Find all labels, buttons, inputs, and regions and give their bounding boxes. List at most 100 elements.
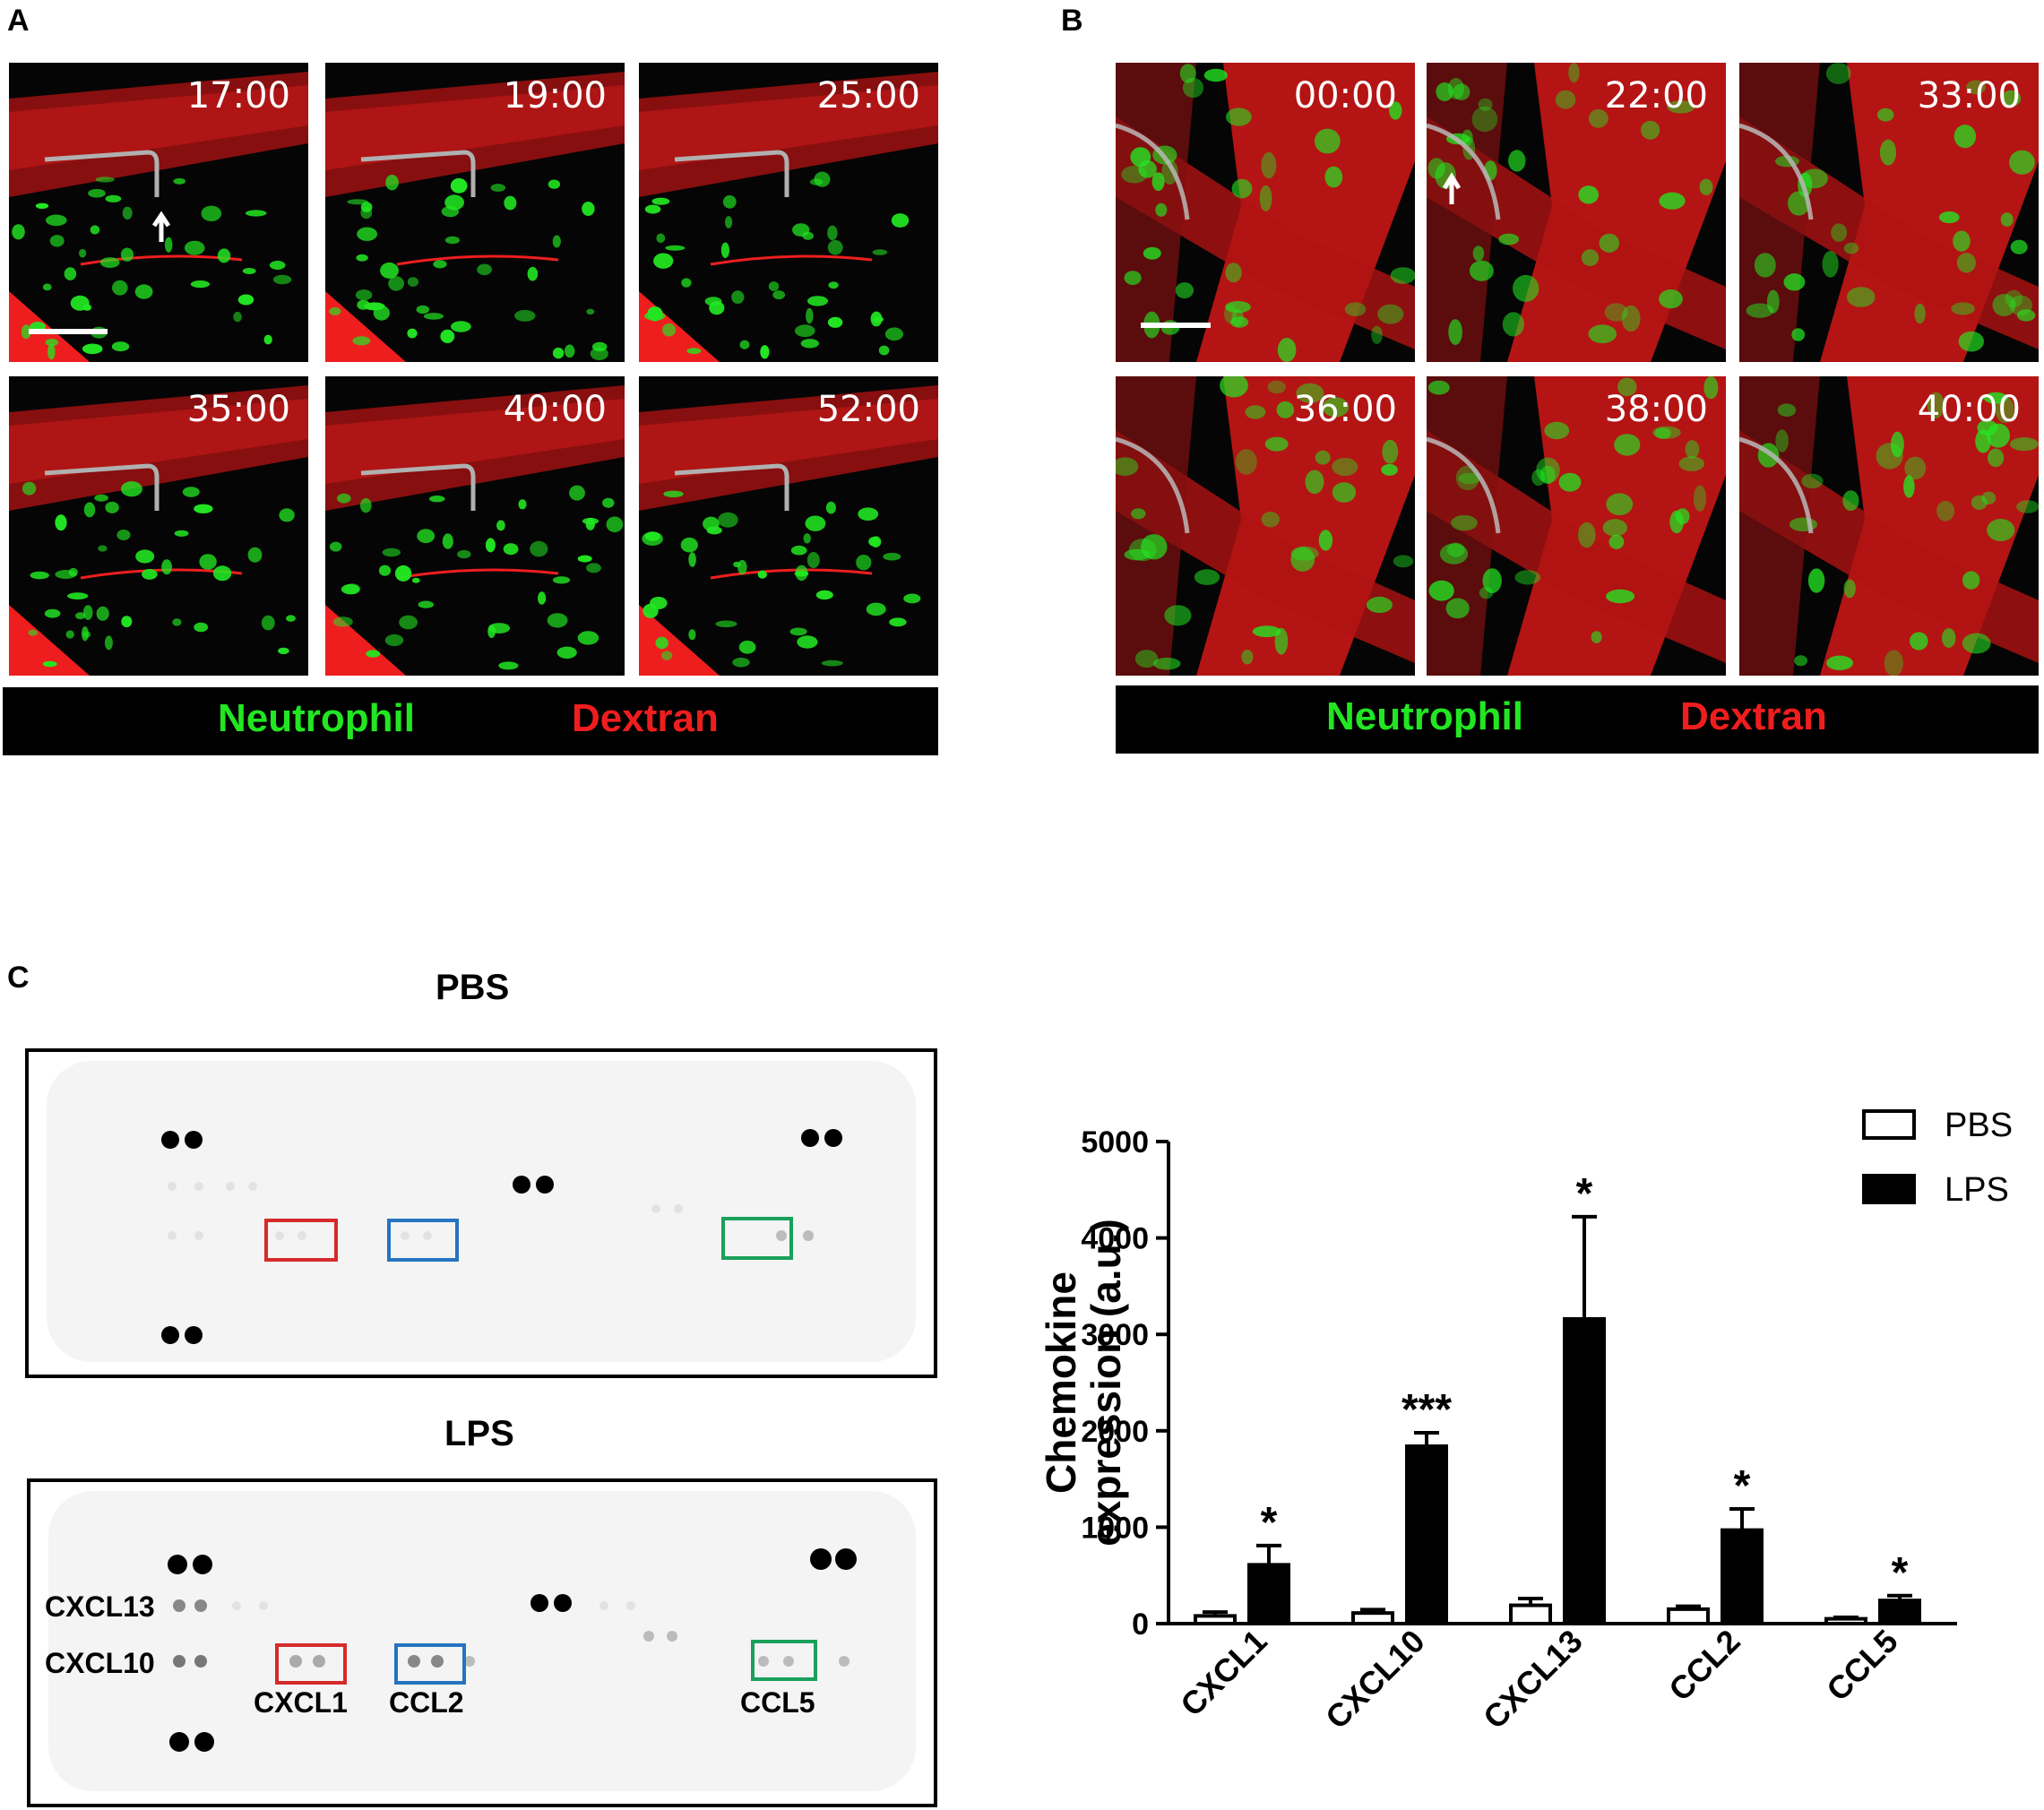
blot-spot (776, 1230, 787, 1241)
blot-spot (161, 1326, 179, 1344)
panel-b-legend-bar: Neutrophil Dextran (1116, 685, 2039, 754)
significance-marker: * (1734, 1462, 1751, 1510)
microscopy-image (1116, 376, 1415, 676)
x-tick-label: CCL5 (1819, 1623, 1904, 1708)
x-tick-label: CXCL10 (1318, 1623, 1432, 1737)
highlight-box (721, 1217, 793, 1260)
y-tick-label: 5000 (1081, 1125, 1149, 1159)
blot-spot (168, 1182, 177, 1191)
y-tick-label: 2000 (1081, 1415, 1149, 1449)
panel-b-label: B (1061, 4, 1083, 38)
blot-spot (232, 1601, 241, 1610)
microscopy-image (1427, 63, 1726, 362)
microscopy-image (325, 385, 625, 676)
blot-spot (298, 1231, 306, 1240)
microscopy-image (639, 385, 938, 676)
blot-spot (599, 1601, 608, 1610)
blot-spot (168, 1555, 187, 1574)
legend-label: PBS (1945, 1107, 2013, 1144)
blot-spot (194, 1655, 207, 1668)
blot-spot (643, 1631, 654, 1642)
panel-b-frame: 40:00 (1739, 376, 2039, 676)
y-axis-label: Chemokine (1038, 1271, 1084, 1494)
blot-label-cxcl10: CXCL10 (45, 1647, 155, 1679)
blot-pbs-membrane (25, 1048, 937, 1378)
blot-spot (824, 1129, 842, 1147)
legend-label: LPS (1945, 1171, 2009, 1209)
blot-label-cxcl1: CXCL1 (254, 1686, 348, 1719)
legend-swatch (1862, 1174, 1916, 1204)
significance-marker: * (1261, 1499, 1278, 1547)
blot-image (48, 1491, 916, 1791)
bar-pbs (1509, 1603, 1552, 1626)
panel-a-frame: 25:00 (639, 63, 938, 362)
frame-timestamp: 00:00 (1293, 75, 1397, 116)
blot-spot (431, 1655, 444, 1668)
blot-label-ccl5: CCL5 (740, 1686, 815, 1719)
legend-neutrophil: Neutrophil (1326, 694, 1523, 738)
panel-b-frame: 38:00 (1427, 376, 1726, 676)
bar-lps (1563, 1316, 1606, 1625)
blot-spot (194, 1182, 203, 1191)
microscopy-image (1116, 63, 1415, 362)
panel-a-frame: 40:00 (325, 376, 625, 676)
frame-timestamp: 25:00 (816, 75, 920, 116)
panel-a-legend-bar: Neutrophil Dextran (3, 687, 938, 755)
highlight-box (275, 1643, 347, 1685)
bar-pbs (1667, 1607, 1710, 1625)
microscopy-image (9, 385, 308, 676)
bar-lps (1405, 1444, 1448, 1625)
blot-image (47, 1061, 916, 1362)
x-tick-label: CXCL13 (1476, 1623, 1590, 1737)
legend-neutrophil: Neutrophil (218, 696, 415, 740)
panel-b-frame: 00:00 (1116, 63, 1415, 362)
microscopy-image (1427, 376, 1726, 676)
blot-spot (783, 1656, 794, 1667)
blot-spot (194, 1231, 203, 1240)
blot-spot (185, 1326, 203, 1344)
significance-marker: *** (1401, 1386, 1452, 1434)
panel-b-frame: 22:00 (1427, 63, 1726, 362)
highlight-box (394, 1643, 466, 1685)
blot-spot (626, 1601, 635, 1610)
blot-spot (839, 1656, 850, 1667)
legend-dextran: Dextran (572, 696, 719, 740)
blot-spot (275, 1231, 284, 1240)
blot-spot (651, 1204, 660, 1213)
bar-pbs (1194, 1614, 1237, 1626)
bar-pbs (1351, 1611, 1394, 1626)
panel-b-frame: 33:00 (1739, 63, 2039, 362)
significance-marker: * (1892, 1549, 1909, 1597)
frame-timestamp: 22:00 (1604, 75, 1708, 116)
blot-spot (168, 1231, 177, 1240)
blot-spot (667, 1631, 677, 1642)
blot-spot (401, 1231, 410, 1240)
x-tick-label: CCL2 (1661, 1623, 1746, 1708)
panel-a-label: A (7, 4, 30, 38)
frame-timestamp: 17:00 (186, 75, 290, 116)
y-tick-label: 4000 (1081, 1222, 1149, 1256)
microscopy-image (9, 72, 308, 362)
bar-pbs (1824, 1616, 1867, 1625)
blot-spot (259, 1601, 268, 1610)
legend-swatch (1862, 1109, 1916, 1140)
y-axis-label: expression (a.u.) (1082, 1219, 1129, 1547)
panel-a-frame: 19:00 (325, 63, 625, 362)
blot-spot (226, 1182, 235, 1191)
bar-lps (1878, 1599, 1921, 1626)
panel-a-frame: 52:00 (639, 376, 938, 676)
blot-pbs-title: PBS (436, 968, 510, 1007)
blot-spot (536, 1176, 554, 1194)
highlight-box (751, 1640, 817, 1681)
panel-a-frame: 35:00 (9, 376, 308, 676)
blot-spot (554, 1594, 572, 1612)
frame-timestamp: 40:00 (1917, 389, 2021, 430)
microscopy-image (1739, 376, 2039, 676)
frame-timestamp: 38:00 (1604, 389, 1708, 430)
panel-c-label: C (7, 961, 30, 995)
frame-timestamp: 40:00 (503, 389, 607, 430)
blot-spot (513, 1176, 530, 1194)
microscopy-image (1739, 63, 2039, 362)
blot-spot (173, 1655, 185, 1668)
blot-spot (161, 1131, 179, 1149)
